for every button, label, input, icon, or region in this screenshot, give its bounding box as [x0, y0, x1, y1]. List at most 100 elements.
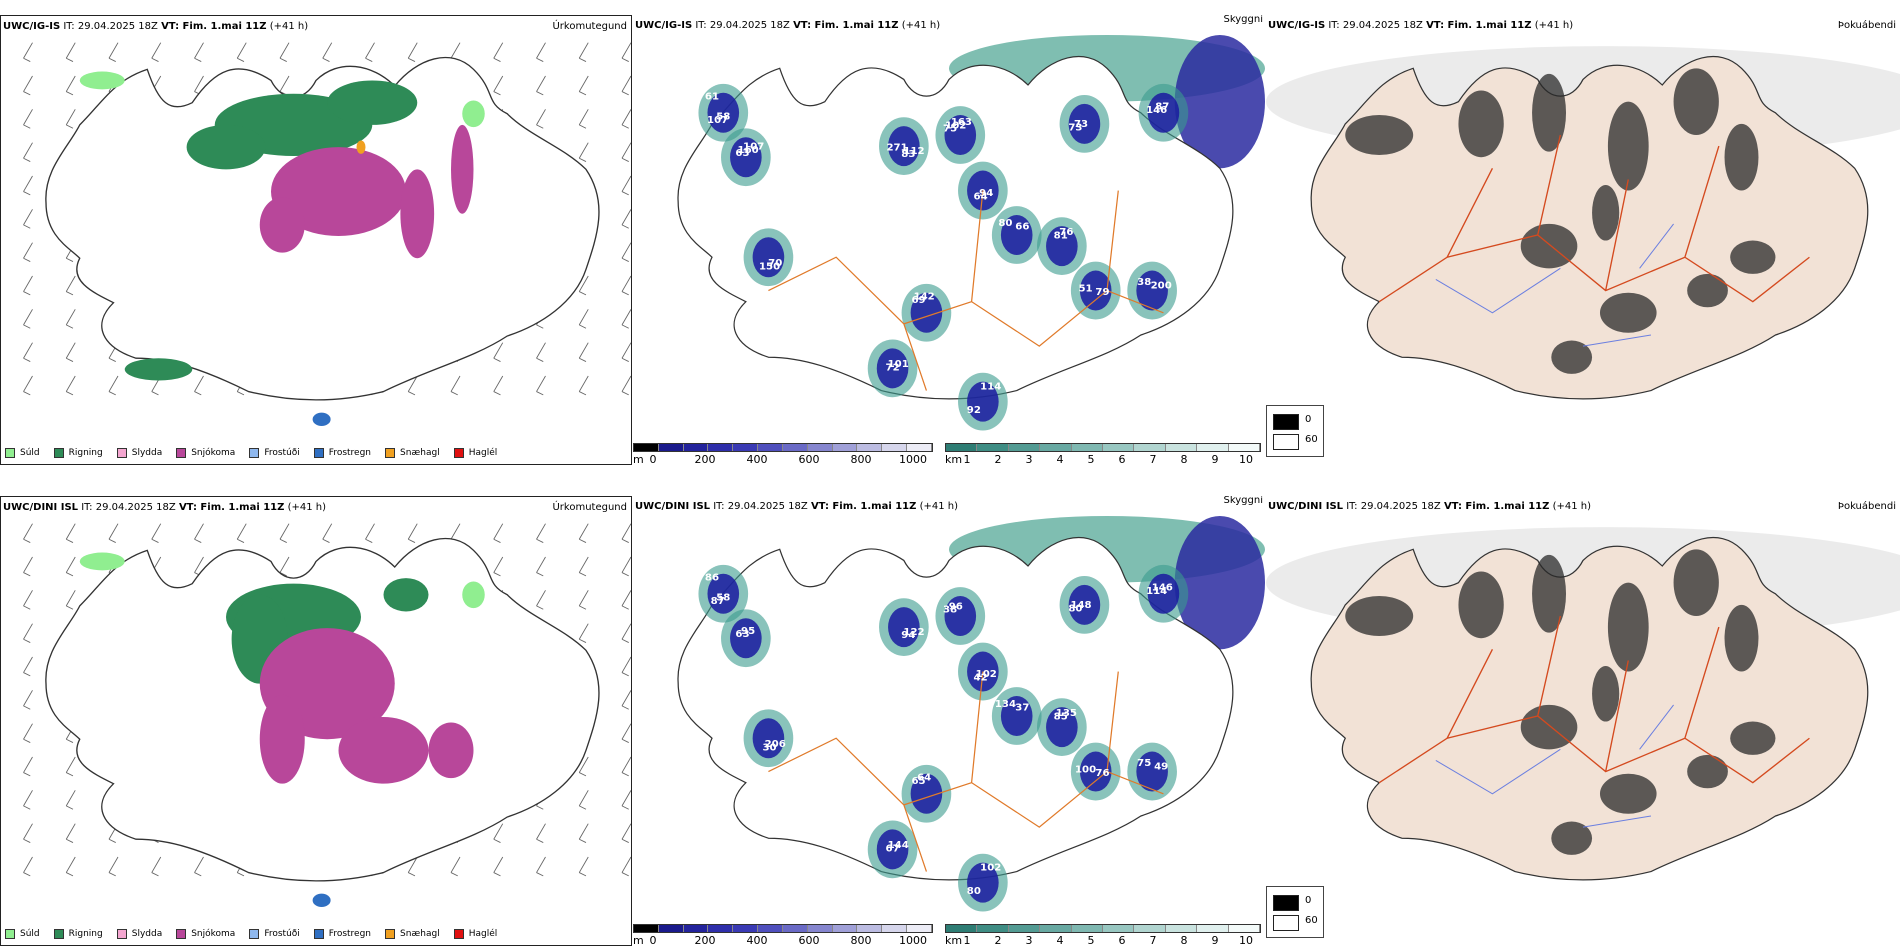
wind-barb [23, 309, 33, 329]
wind-barb [578, 523, 589, 543]
scale-tick: 5 [1087, 453, 1095, 465]
legend-swatch [5, 448, 15, 458]
cloud-base-value: 72 [886, 363, 900, 374]
valid-time: VT: Fim. 1.mai 11Z [793, 20, 899, 31]
wind-barb [450, 856, 461, 877]
fog-index-area [1730, 240, 1776, 274]
cloud-base-area [1046, 707, 1078, 748]
wind-barb [279, 523, 290, 543]
cloud-base-area [910, 773, 943, 814]
scale-step [1165, 444, 1198, 451]
scale-tick: 4 [1056, 934, 1064, 946]
cloud-base-value: 134 [995, 699, 1016, 710]
wind-barb [65, 275, 76, 296]
wind-barb [194, 856, 204, 877]
legend-item: Snjókoma [176, 929, 235, 939]
scale-tick: 10 [1239, 934, 1253, 946]
cloud-base-value: 37 [1015, 703, 1029, 714]
wind-barb [23, 690, 33, 710]
scale-ticks: 1 2 3 4 5 6 7 8 9 10 [945, 934, 1261, 946]
legend-label: Rigning [68, 929, 103, 939]
cloud-base-area [707, 92, 740, 133]
scale-step [832, 444, 858, 451]
legend-swatch [385, 448, 396, 458]
cloud-base-value: 92 [967, 405, 981, 416]
wind-barb [23, 342, 33, 362]
fog-panel: UWC/DINI ISL IT: 29.04.2025 18Z VT: Fim.… [1266, 496, 1900, 946]
precip-legend: Súld Rigning Slydda Snjókoma Frostúði Frostre… [5, 448, 497, 458]
scale-unit: m [633, 453, 646, 465]
cloud-base-value: 64 [974, 192, 988, 203]
wind-barb [621, 556, 631, 577]
visibility-panel: UWC/IG-IS IT: 29.04.2025 18Z VT: Fim. 1.… [633, 15, 1265, 465]
lead-time: (+41 h) [1552, 501, 1592, 512]
cloud-base-area [1000, 215, 1033, 255]
legend-item: Haglél [453, 929, 498, 939]
cloud-base-value: 85 [1054, 711, 1068, 722]
cloud-base-value: 86 [705, 573, 719, 584]
cloud-base-area [1046, 226, 1078, 267]
fog-legend: 0 60 [1266, 405, 1324, 457]
wind-barb [621, 309, 631, 329]
panel-label-precip: Úrkomutegund [552, 502, 627, 513]
legend-label: Súld [20, 448, 40, 458]
wind-barb [621, 723, 631, 743]
wind-barb [621, 42, 631, 62]
cloud-base-value: 63 [735, 148, 749, 159]
cloud-base-value: 80 [1068, 604, 1082, 615]
cloud-base-value: 146 [1146, 105, 1167, 116]
wind-barb [65, 556, 76, 577]
wind-barb [621, 375, 631, 396]
fog-index-area [1532, 73, 1567, 152]
cloud-base-area [967, 381, 999, 422]
cloud-base-scale: 0 200 400 600 800 1000 m [633, 443, 933, 465]
wind-barb [194, 523, 204, 543]
forecast-row-ig-is: UWC/IG-IS IT: 29.04.2025 18Z VT: Fim. 1.… [0, 0, 1900, 470]
scale-step [658, 925, 684, 932]
wind-barb [621, 523, 631, 543]
init-time: IT: 29.04.2025 18Z [695, 20, 790, 31]
forecast-row-dini: UWC/DINI ISL IT: 29.04.2025 18Z VT: Fim.… [0, 481, 1900, 951]
legend-swatch [5, 929, 15, 939]
cloud-base-value: 75 [943, 124, 957, 135]
cloud-base-value: 83 [901, 149, 915, 160]
wind-barb [23, 75, 33, 96]
cloud-base-area [876, 829, 909, 870]
legend-item: Slydda [116, 448, 162, 458]
wind-barb [322, 523, 333, 543]
legend-label: Frostregn [328, 448, 372, 458]
panel-title: UWC/DINI ISL IT: 29.04.2025 18Z VT: Fim.… [635, 501, 958, 512]
scale-bar [945, 443, 1261, 452]
cloud-base-value: 65 [911, 776, 925, 787]
cloud-base-area [1079, 751, 1112, 792]
wind-barb [65, 375, 76, 396]
cloud-base-area [1068, 584, 1101, 625]
cloud-base-value: 87 [711, 596, 725, 607]
scale-step [1134, 444, 1166, 451]
legend-label: 60 [1305, 434, 1318, 445]
cloud-base-value: 200 [1151, 280, 1172, 291]
wind-barb [65, 309, 76, 329]
legend-label: 60 [1305, 915, 1318, 926]
valid-time: VT: Fim. 1.mai 11Z [1426, 20, 1532, 31]
scale-tick: 200 [694, 934, 716, 946]
wind-barb [536, 523, 546, 543]
wind-barb [23, 656, 33, 677]
scale-step [1197, 444, 1229, 451]
wind-barb [236, 42, 247, 62]
legend-label: 0 [1305, 895, 1312, 906]
legend-swatch [453, 929, 464, 939]
wind-barb [279, 42, 290, 62]
wind-barb [407, 856, 418, 877]
legend-label: Haglél [468, 929, 498, 939]
road-network [768, 190, 1164, 391]
cloud-base-value: 58 [716, 112, 730, 123]
wind-barb [536, 856, 546, 877]
panel-label-fog: Þokuábendi [1837, 501, 1896, 512]
valid-time: VT: Fim. 1.mai 11Z [1443, 501, 1550, 512]
wind-barb [236, 523, 247, 543]
panel-label-cloud: Skyggni [1223, 496, 1263, 506]
wind-barb [493, 342, 504, 362]
scale-tick: 5 [1087, 934, 1095, 946]
wind-barb [578, 275, 589, 296]
